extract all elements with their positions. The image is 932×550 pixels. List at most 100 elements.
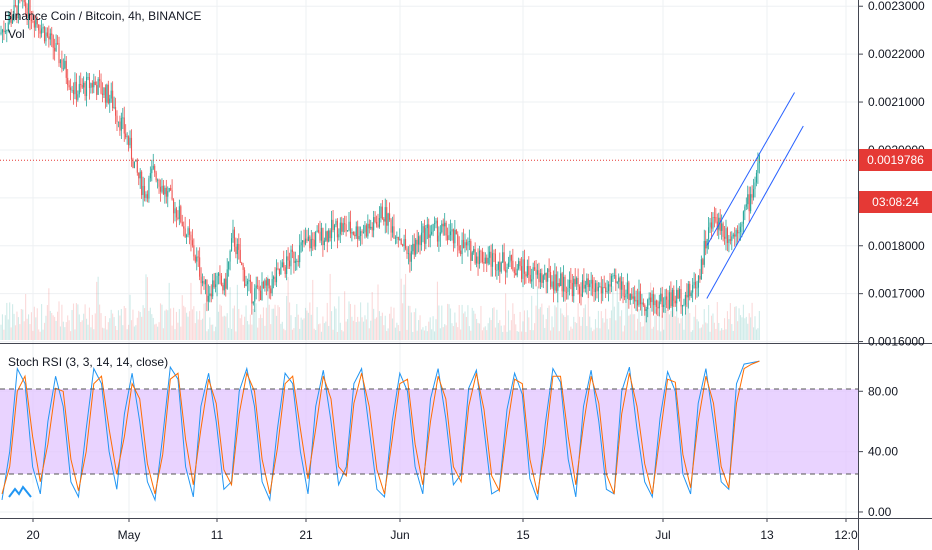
volume-bar xyxy=(448,304,450,340)
candle-body xyxy=(525,273,527,277)
volume-label[interactable]: Vol xyxy=(8,27,25,41)
candle-body xyxy=(142,185,144,196)
volume-bar xyxy=(496,309,498,340)
candle-body xyxy=(618,277,620,282)
volume-bar xyxy=(396,322,398,340)
volume-bar xyxy=(164,310,166,340)
volume-bar xyxy=(328,325,330,340)
candle-body xyxy=(451,229,453,232)
stoch-axis[interactable]: 0.00 40.00 80.00 xyxy=(859,384,898,519)
candle-body xyxy=(389,213,391,220)
candle-body xyxy=(380,206,382,219)
volume-bar xyxy=(267,275,269,340)
volume-bar xyxy=(528,317,530,340)
volume-bar xyxy=(294,317,296,340)
candle-body xyxy=(159,186,162,192)
volume-bar xyxy=(529,330,531,340)
logo-icon[interactable] xyxy=(6,482,34,502)
volume-bar xyxy=(75,303,77,340)
volume-bar xyxy=(489,317,491,340)
candle-body xyxy=(737,230,739,234)
volume-bar xyxy=(181,295,183,340)
candle-body xyxy=(125,133,127,138)
volume-bar xyxy=(231,328,233,340)
symbol-title[interactable]: Binance Coin / Bitcoin, 4h, BINANCE xyxy=(4,9,202,23)
candle-body xyxy=(196,256,198,262)
volume-bar xyxy=(593,329,595,340)
candle-body xyxy=(17,0,19,19)
volume-bar xyxy=(486,330,488,340)
channel-line xyxy=(706,125,804,299)
volume-bar xyxy=(587,293,589,340)
volume-bar xyxy=(423,330,425,340)
candle-body xyxy=(59,59,61,64)
volume-bar xyxy=(702,324,704,340)
volume-bar xyxy=(747,323,749,340)
candle-body xyxy=(674,300,676,304)
volume-bar xyxy=(419,315,421,340)
candle-body xyxy=(74,81,76,95)
volume-bar xyxy=(341,330,343,340)
price-tick-label: 0.0017000 xyxy=(868,287,925,301)
volume-bar xyxy=(154,324,156,340)
volume-bar xyxy=(713,322,715,340)
volume-bar xyxy=(289,302,291,340)
volume-bar xyxy=(278,307,280,340)
candle-body xyxy=(512,260,514,270)
volume-bar xyxy=(389,313,391,340)
volume-bar xyxy=(425,325,427,340)
volume-bar xyxy=(449,308,452,340)
volume-bar xyxy=(13,313,15,340)
price-axis[interactable]: 0.00160000.00170000.00180000.00190000.00… xyxy=(859,0,925,349)
candle-body xyxy=(371,226,373,231)
volume-bar xyxy=(219,304,221,340)
candle-body xyxy=(187,228,189,236)
volume-bar xyxy=(494,327,496,340)
time-axis[interactable]: 20 May 11 21 Jun 15 Jul 13 12:0 xyxy=(26,518,858,542)
volume-bar xyxy=(245,305,247,340)
candle-body xyxy=(500,262,502,272)
candle-body xyxy=(532,267,534,280)
volume-bar xyxy=(186,312,188,340)
candle-body xyxy=(648,297,650,300)
candle-body xyxy=(225,278,227,289)
candle-body xyxy=(645,309,647,312)
indicator-title[interactable]: Stoch RSI (3, 3, 14, 14, close) xyxy=(8,355,169,369)
volume-bar xyxy=(281,321,283,340)
volume-bar xyxy=(739,315,742,340)
candle-body xyxy=(468,241,470,242)
candle-body xyxy=(46,32,48,37)
channel-line xyxy=(706,92,795,247)
candle-body xyxy=(296,260,298,262)
candle-body xyxy=(399,239,401,241)
candle-body xyxy=(231,238,233,251)
volume-bar xyxy=(523,310,525,340)
candle-body xyxy=(570,279,572,283)
candle-body xyxy=(174,208,176,214)
volume-bar xyxy=(170,308,172,340)
volume-bar xyxy=(174,329,176,340)
candle-body xyxy=(584,284,586,289)
volume-bar xyxy=(465,316,467,340)
volume-bar xyxy=(684,312,686,340)
candle-body xyxy=(563,276,565,292)
candle-body xyxy=(722,223,724,237)
candle-body xyxy=(209,293,211,296)
volume-bar xyxy=(394,327,396,340)
candle-body xyxy=(684,294,686,305)
volume-bar xyxy=(129,294,131,340)
candle-body xyxy=(471,252,473,261)
trend-channel[interactable] xyxy=(706,92,804,299)
candle-body xyxy=(281,262,283,268)
volume-bar xyxy=(151,314,153,340)
candle-body xyxy=(326,231,328,242)
volume-bar xyxy=(734,306,736,340)
volume-bar xyxy=(628,315,630,340)
volume-bar xyxy=(371,292,373,340)
candle-body xyxy=(628,282,630,301)
candle-body xyxy=(683,304,685,306)
candle-body xyxy=(415,239,417,255)
volume-bar xyxy=(532,330,534,340)
candle-body xyxy=(652,293,655,306)
